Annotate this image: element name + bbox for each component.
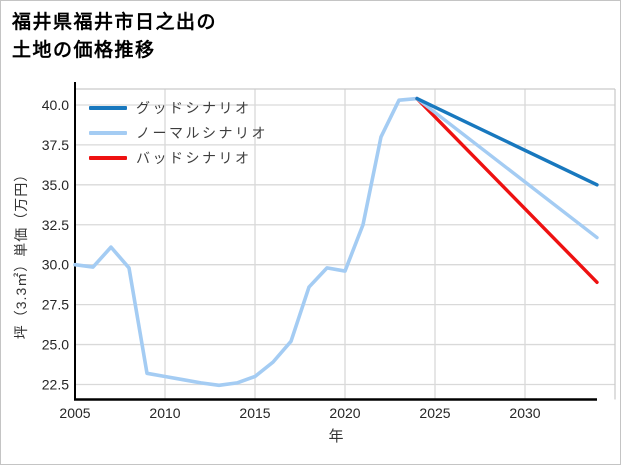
x-tick-label: 2025	[419, 405, 450, 421]
good-scenario-line-swatch	[89, 105, 127, 110]
y-tick-label: 22.5	[42, 376, 69, 392]
y-tick-label: 30.0	[42, 257, 69, 273]
chart-title-line1: 福井県福井市日之出の	[12, 12, 218, 33]
bad-scenario-line	[415, 96, 599, 284]
legend-item-normal: ノーマルシナリオ	[89, 120, 268, 145]
y-tick-label: 40.0	[42, 97, 69, 113]
normal-scenario-line-swatch	[89, 130, 127, 135]
y-tick-label: 25.0	[42, 337, 69, 353]
x-tick-label: 2005	[59, 405, 90, 421]
x-axis-label: 年	[328, 428, 344, 445]
y-tick-label: 32.5	[42, 217, 69, 233]
history-price-line	[73, 96, 419, 388]
y-tick-label: 37.5	[42, 137, 69, 153]
x-tick-label: 2030	[509, 405, 540, 421]
good-scenario-line	[415, 96, 599, 187]
chart-title: 福井県福井市日之出の 土地の価格推移	[12, 9, 217, 64]
x-tick-label: 2015	[239, 405, 270, 421]
y-tick-label: 35.0	[42, 177, 69, 193]
y-tick-label: 27.5	[42, 297, 69, 313]
bad-scenario-line-swatch	[89, 155, 127, 160]
legend-label-good: グッドシナリオ	[136, 99, 252, 116]
legend-label-bad: バッドシナリオ	[136, 149, 252, 166]
legend-item-bad: バッドシナリオ	[89, 145, 268, 170]
normal-scenario-line	[415, 96, 599, 240]
legend-label-normal: ノーマルシナリオ	[136, 124, 268, 141]
y-axis-label: 坪（3.3㎡）単価（万円）	[13, 166, 29, 340]
legend-item-good: グッドシナリオ	[89, 95, 268, 120]
x-tick-label: 2010	[149, 405, 180, 421]
chart-legend: グッドシナリオ ノーマルシナリオ バッドシナリオ	[89, 95, 268, 170]
chart-title-line2: 土地の価格推移	[12, 39, 156, 61]
x-tick-label: 2020	[329, 405, 360, 421]
